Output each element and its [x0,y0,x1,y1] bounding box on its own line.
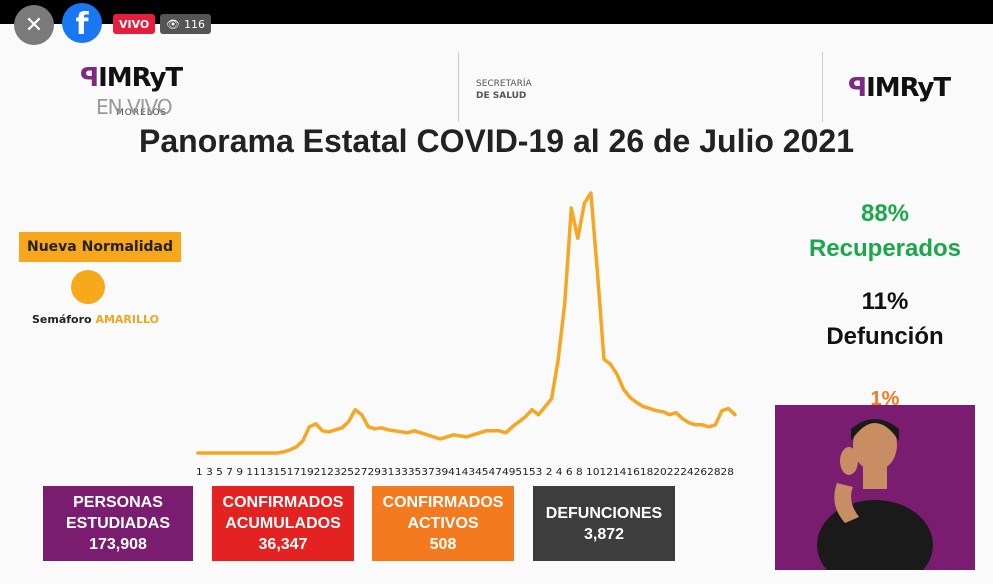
header-divider-right [822,52,823,122]
activos-percent: 1% [870,388,900,410]
defuncion-label: Defunción [826,323,944,350]
logo-subtitle: MORELOS [116,108,168,118]
interpreter-figure [817,419,933,570]
box-value: 508 [429,536,457,553]
personas-estudiadas-box: PERSONAS ESTUDIADAS 173,908 [43,486,193,561]
confirmados-acumulados-box: CONFIRMADOS ACUMULADOS 36,347 [212,486,354,561]
cases-series-line [196,191,737,455]
box-label-line1: CONFIRMADOS [382,494,504,511]
view-count-badge: 👁 116 [160,14,211,34]
close-button[interactable]: ✕ [14,5,54,45]
confirmados-activos-box: CONFIRMADOS ACTIVOS 508 [372,486,514,561]
header-divider [458,52,459,122]
nueva-normalidad-label: Nueva Normalidad [19,232,181,262]
live-badge: VIVO [113,14,156,34]
page-title: Panorama Estatal COVID-19 al 26 de Julio… [139,123,854,159]
facebook-button[interactable]: f [62,3,102,43]
semaforo-label: Semáforo AMARILLO [32,313,159,326]
x-axis-tick-labels: 1 3 5 7 9 111315171921232527293133353739… [196,467,734,478]
box-value: 173,908 [89,536,147,553]
box-label-line2: ACUMULADOS [225,515,341,532]
box-label-line1: PERSONAS [73,494,163,511]
facebook-icon: f [75,7,89,42]
box-value: 36,347 [258,536,308,553]
sign-language-interpreter-video [775,405,975,570]
box-label-line1: DEFUNCIONES [545,504,663,522]
imryt-logo-right: ꟼIMRyT [848,73,951,103]
covid-cases-chart: 1 3 5 7 9 111315171921232527293133353739… [196,191,737,478]
defunciones-box: DEFUNCIONES 3,872 [533,486,675,561]
recuperados-label: Recuperados [808,235,962,262]
recuperados-percent: 88% [860,200,910,227]
imryt-logo-left: ꟼIMRyT [80,63,183,93]
semaforo-light-icon [71,270,105,304]
eye-icon: 👁 [166,17,180,31]
box-label-line2: ESTUDIADAS [65,515,170,532]
box-label-line1: CONFIRMADOS [222,494,344,511]
box-value: 3,872 [583,525,625,543]
close-icon: ✕ [24,12,44,38]
en-vivo-watermark: EN VIVO [96,95,173,119]
secretaria-de-salud-logo: SECRETARÍA DE SALUD [476,79,532,101]
view-count: 116 [183,17,205,31]
defuncion-percent: 11% [861,288,909,315]
box-label-line2: ACTIVOS [407,515,479,532]
